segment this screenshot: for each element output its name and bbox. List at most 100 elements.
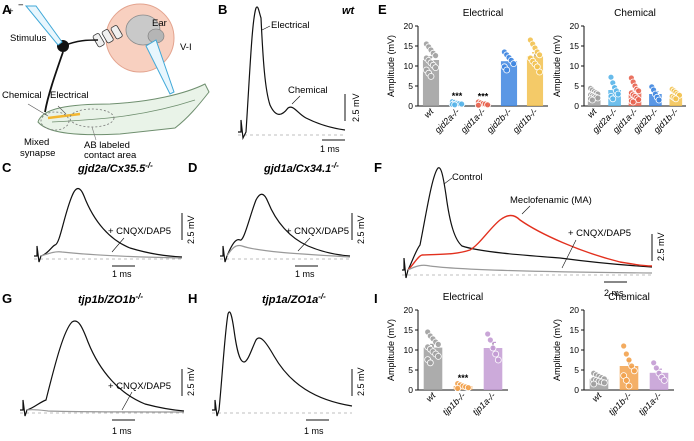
- data-point: [454, 384, 462, 392]
- drug-label: + CNQX/DAP5: [286, 226, 349, 237]
- panel-h-trace: tjp1a/ZO1a-/- 2.5 mV 1 ms: [212, 292, 366, 436]
- x-tick-label: tjp1a-/-: [637, 390, 664, 417]
- mauthner-cell-body: [37, 83, 210, 136]
- scale-voltage: 2.5 mV: [186, 367, 196, 396]
- x-tick-label: tjp1b-/-: [607, 390, 634, 417]
- control-trace: [402, 167, 653, 279]
- scale-time: 1 ms: [304, 426, 324, 436]
- data-point: [510, 60, 518, 67]
- y-tick-label: 5: [408, 365, 413, 375]
- data-point: [650, 359, 658, 367]
- chart-title: Electrical: [463, 8, 504, 19]
- electrical-component-label: Electrical: [271, 20, 310, 31]
- data-point: [629, 98, 637, 106]
- x-tick-label: wt: [585, 106, 599, 120]
- y-tick-label: 15: [404, 325, 414, 335]
- chart-title: Electrical: [443, 292, 484, 303]
- y-tick-label: 0: [574, 101, 579, 111]
- panel-c-trace: gjd2a/Cx35.5-/- + CNQX/DAP5 2.5 mV 1 ms: [34, 161, 196, 279]
- control-trace: [220, 193, 351, 263]
- data-point: [622, 376, 630, 384]
- data-point: [489, 344, 497, 352]
- chart-e-electrical: Electrical Amplitude (mV) 0 5 10 15 20 wt *** gjd…: [386, 8, 548, 135]
- y-axis-label: Amplitude (mV): [552, 319, 562, 381]
- data-point: [672, 95, 680, 103]
- y-tick-label: 15: [570, 41, 580, 51]
- x-tick-label: wt: [422, 106, 436, 120]
- cnqx-trace: [40, 251, 183, 259]
- cnqx-trace: [226, 244, 351, 258]
- significance-marker: ***: [478, 91, 489, 101]
- data-point: [630, 367, 638, 375]
- chart-title: Chemical: [614, 8, 656, 19]
- vi-label: V-I: [180, 42, 192, 53]
- data-point: [492, 350, 500, 358]
- scale-time: 1 ms: [295, 269, 315, 279]
- scale-voltage: 2.5 mV: [186, 215, 196, 244]
- panel-f-trace: Control Meclofenamic (MA) + CNQX/DAP5 2.…: [402, 167, 666, 298]
- mixed-synapse-outline: [40, 111, 70, 131]
- data-point: [635, 87, 643, 95]
- control-pointer: [443, 177, 453, 185]
- drug-pointer: [111, 237, 125, 253]
- x-tick-label: gjd2a-/-: [433, 106, 462, 135]
- y-tick-label: 20: [570, 305, 580, 315]
- panel-label-b: B: [218, 2, 227, 17]
- ab-labeled-label: AB labeled: [84, 140, 130, 151]
- scale-voltage: 2.5 mV: [351, 93, 361, 122]
- stimulus-plus: +: [8, 6, 14, 17]
- drug-pointer: [121, 391, 133, 411]
- afferent-peripheral-process: [62, 39, 99, 47]
- club-ending: [47, 112, 81, 120]
- y-tick-label: 10: [404, 345, 414, 355]
- y-tick-label: 20: [570, 21, 580, 31]
- scale-time: 1 ms: [112, 426, 132, 436]
- scale-voltage: 2.5 mV: [656, 232, 666, 261]
- data-point: [474, 101, 482, 109]
- data-point: [614, 90, 622, 98]
- panel-label-g: G: [2, 291, 12, 306]
- data-point: [600, 379, 608, 387]
- data-point: [590, 380, 598, 388]
- data-point: [655, 96, 663, 104]
- drug-label: + CNQX/DAP5: [108, 226, 171, 237]
- y-axis-label: Amplitude (mV): [386, 319, 396, 381]
- stimulus-label: Stimulus: [10, 33, 47, 44]
- data-point: [434, 340, 442, 348]
- mixed-label: Mixed: [24, 137, 49, 148]
- chart-title: Chemical: [608, 292, 650, 303]
- x-tick-label: tjp1a-/-: [471, 390, 498, 417]
- data-point: [426, 359, 434, 367]
- wt-trace: [238, 6, 346, 141]
- data-point: [625, 356, 633, 364]
- y-tick-label: 5: [574, 365, 579, 375]
- data-point: [503, 66, 511, 74]
- y-axis-label: Amplitude (mV): [386, 35, 396, 97]
- electrical-label: Electrical: [50, 90, 89, 101]
- data-point: [536, 68, 544, 76]
- scale-voltage: 2.5 mV: [356, 367, 366, 396]
- x-tick-label: tjp1b-/-: [441, 390, 468, 417]
- control-trace: [20, 320, 185, 417]
- mf-pointer: [521, 205, 531, 215]
- data-point: [486, 336, 494, 344]
- synapse-label: synapse: [20, 148, 55, 159]
- data-point: [588, 96, 596, 104]
- y-tick-label: 20: [404, 305, 414, 315]
- cnqx-trace: [26, 408, 185, 413]
- data-point: [484, 330, 492, 338]
- y-axis-label: Amplitude (mV): [552, 35, 562, 97]
- data-point: [432, 64, 440, 71]
- drug-label: + CNQX/DAP5: [568, 228, 631, 239]
- x-tick-label: gjd2b-/-: [485, 106, 514, 135]
- stimulus-electrode: [24, 5, 63, 46]
- panel-label-h: H: [188, 291, 197, 306]
- data-point: [635, 96, 643, 103]
- y-tick-label: 10: [570, 61, 580, 71]
- data-point: [625, 382, 633, 390]
- y-tick-label: 5: [408, 81, 413, 91]
- chart-i-chemical: Chemical Amplitude (mV) 0 5 10 15 20 wt tjp1b-/-…: [552, 292, 674, 417]
